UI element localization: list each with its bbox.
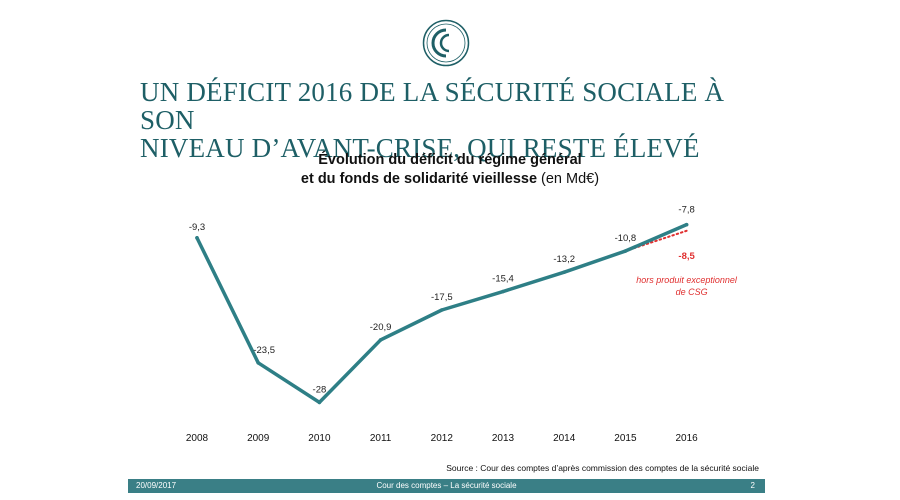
footer-date: 20/09/2017 xyxy=(136,481,177,490)
data-label-2016: -7,8 xyxy=(678,205,694,216)
data-label-2014: -13,2 xyxy=(553,254,575,265)
x-tick-label-2011: 2011 xyxy=(370,433,392,444)
data-label-2010: -28 xyxy=(313,384,327,395)
chart-title-line1: Évolution du déficit du régime général xyxy=(318,152,582,168)
data-point-2014 xyxy=(562,270,566,274)
data-label-2008: -9,3 xyxy=(189,222,205,233)
footer-page-number: 2 xyxy=(750,481,755,490)
series-line-deficit xyxy=(195,222,689,405)
data-label-2013: -15,4 xyxy=(492,274,514,285)
slide-title: UN DÉFICIT 2016 DE LA SÉCURITÉ SOCIALE À… xyxy=(140,78,780,162)
slide-title-line2: NIVEAU D’AVANT-CRISE, QUI RESTE ÉLEVÉ xyxy=(140,133,700,163)
footer-center-text: Cour des comptes – La sécurité sociale xyxy=(376,481,517,490)
data-point-2013 xyxy=(501,289,505,294)
x-tick-label-2016: 2016 xyxy=(675,433,698,444)
footer-bar: 20/09/2017 Cour des comptes – La sécurit… xyxy=(128,479,765,493)
data-label-2015: -10,8 xyxy=(615,233,637,244)
data-point-2008 xyxy=(195,236,199,240)
chart-title-line2: et du fonds de solidarité vieillesse (en… xyxy=(300,171,600,187)
chart-source: Source : Cour des comptes d’après commis… xyxy=(446,463,759,473)
x-tick-label-2012: 2012 xyxy=(431,433,454,444)
x-tick-label-2010: 2010 xyxy=(308,433,331,444)
x-tick-label-2014: 2014 xyxy=(553,433,576,444)
data-point-2016 xyxy=(684,222,689,227)
data-point-2010 xyxy=(317,400,322,405)
data-label-2012: -17,5 xyxy=(431,292,453,303)
data-point-2012 xyxy=(440,308,444,312)
x-tick-label-2009: 2009 xyxy=(247,433,270,444)
data-label-2009: -23,5 xyxy=(253,345,275,356)
cour-des-comptes-logo-icon xyxy=(422,19,470,67)
annotation-line2: de CSG xyxy=(676,287,708,297)
data-point-2015 xyxy=(623,249,628,253)
data-label-2011: -20,9 xyxy=(370,322,392,333)
x-tick-label-2013: 2013 xyxy=(492,433,515,444)
slide-title-line1: UN DÉFICIT 2016 DE LA SÉCURITÉ SOCIALE À… xyxy=(140,77,725,135)
annotation-line1: hors produit exceptionnel xyxy=(636,275,738,285)
x-tick-label-2015: 2015 xyxy=(614,433,637,444)
data-point-2009 xyxy=(256,361,261,365)
data-point-2011 xyxy=(378,338,383,342)
x-tick-label-2008: 2008 xyxy=(186,433,209,444)
data-label-2016-hors-csg: -8,5 xyxy=(678,251,695,262)
